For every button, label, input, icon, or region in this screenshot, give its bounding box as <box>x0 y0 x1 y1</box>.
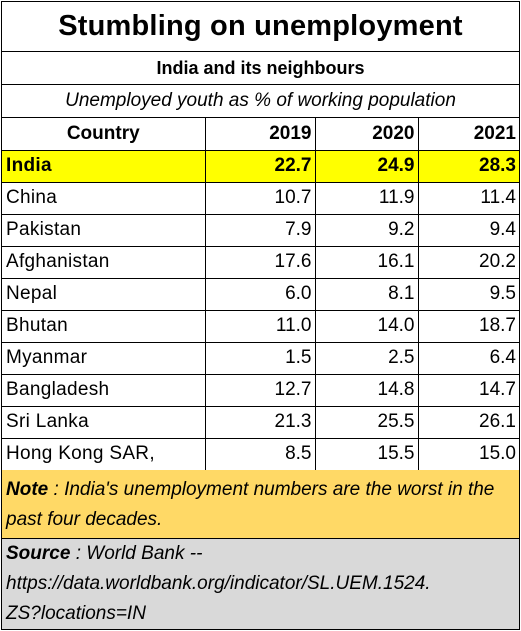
country-cell: Nepal <box>2 278 206 311</box>
country-cell: China <box>2 182 206 215</box>
source-box: Source : World Bank -- https://data.worl… <box>2 539 519 629</box>
value-cell: 14.0 <box>315 310 419 343</box>
value-cell: 15.5 <box>315 438 419 471</box>
table-row: Afghanistan 17.6 16.1 20.2 <box>2 246 519 279</box>
table-caption: Unemployed youth as % of working populat… <box>2 85 519 118</box>
country-cell: India <box>2 150 206 183</box>
value-cell: 28.3 <box>418 150 519 183</box>
value-cell: 14.8 <box>315 374 419 407</box>
value-cell: 25.5 <box>315 406 419 439</box>
value-cell: 11.4 <box>418 182 519 215</box>
value-cell: 6.4 <box>418 342 519 375</box>
note-label: Note <box>6 479 49 500</box>
source-label: Source <box>6 543 71 564</box>
value-cell: 9.2 <box>315 214 419 247</box>
country-cell: Bangladesh <box>2 374 206 407</box>
column-header-2019: 2019 <box>205 118 316 151</box>
value-cell: 10.7 <box>205 182 316 215</box>
country-cell: Bhutan <box>2 310 206 343</box>
table-row: China 10.7 11.9 11.4 <box>2 182 519 215</box>
column-header-2021: 2021 <box>418 118 519 151</box>
country-cell: Pakistan <box>2 214 206 247</box>
table-row: Pakistan 7.9 9.2 9.4 <box>2 214 519 247</box>
value-cell: 7.9 <box>205 214 316 247</box>
value-cell: 17.6 <box>205 246 316 279</box>
source-line-2: https://data.worldbank.org/indicator/SL.… <box>6 573 431 594</box>
column-header-country: Country <box>2 118 206 151</box>
value-cell: 21.3 <box>205 406 316 439</box>
value-cell: 1.5 <box>205 342 316 375</box>
country-cell: Afghanistan <box>2 246 206 279</box>
country-cell: Sri Lanka <box>2 406 206 439</box>
table-row: Sri Lanka 21.3 25.5 26.1 <box>2 406 519 439</box>
value-cell: 2.5 <box>315 342 419 375</box>
table-row: India 22.7 24.9 28.3 <box>2 150 519 183</box>
table-row: Hong Kong SAR, 8.5 15.5 15.0 <box>2 438 519 471</box>
value-cell: 11.0 <box>205 310 316 343</box>
source-line-3: ZS?locations=IN <box>6 603 146 624</box>
value-cell: 15.0 <box>418 438 519 471</box>
note-text: : India's unemployment numbers are the w… <box>6 479 495 530</box>
value-cell: 6.0 <box>205 278 316 311</box>
value-cell: 20.2 <box>418 246 519 279</box>
data-table: Country 2019 2020 2021 India 22.7 24.9 28.3… <box>2 118 519 471</box>
table-row: Myanmar 1.5 2.5 6.4 <box>2 342 519 375</box>
value-cell: 11.9 <box>315 182 419 215</box>
value-cell: 16.1 <box>315 246 419 279</box>
country-cell: Hong Kong SAR, <box>2 438 206 471</box>
value-cell: 18.7 <box>418 310 519 343</box>
value-cell: 22.7 <box>205 150 316 183</box>
table-row: Bangladesh 12.7 14.8 14.7 <box>2 374 519 407</box>
page-title: Stumbling on unemployment <box>2 2 519 52</box>
source-text: : World Bank -- <box>70 543 203 564</box>
source-line-1: Source : World Bank -- <box>6 539 515 569</box>
value-cell: 12.7 <box>205 374 316 407</box>
note-box: Note : India's unemployment numbers are … <box>2 470 519 539</box>
value-cell: 14.7 <box>418 374 519 407</box>
subtitle: India and its neighbours <box>2 52 519 85</box>
table-row: Nepal 6.0 8.1 9.5 <box>2 278 519 311</box>
value-cell: 26.1 <box>418 406 519 439</box>
value-cell: 24.9 <box>315 150 419 183</box>
header-row: Country 2019 2020 2021 <box>2 118 519 151</box>
value-cell: 9.5 <box>418 278 519 311</box>
table-row: Bhutan 11.0 14.0 18.7 <box>2 310 519 343</box>
column-header-2020: 2020 <box>315 118 419 151</box>
table-body: India 22.7 24.9 28.3 China 10.7 11.9 11.4 Pakist… <box>2 150 519 471</box>
value-cell: 8.5 <box>205 438 316 471</box>
value-cell: 8.1 <box>315 278 419 311</box>
value-cell: 9.4 <box>418 214 519 247</box>
country-cell: Myanmar <box>2 342 206 375</box>
